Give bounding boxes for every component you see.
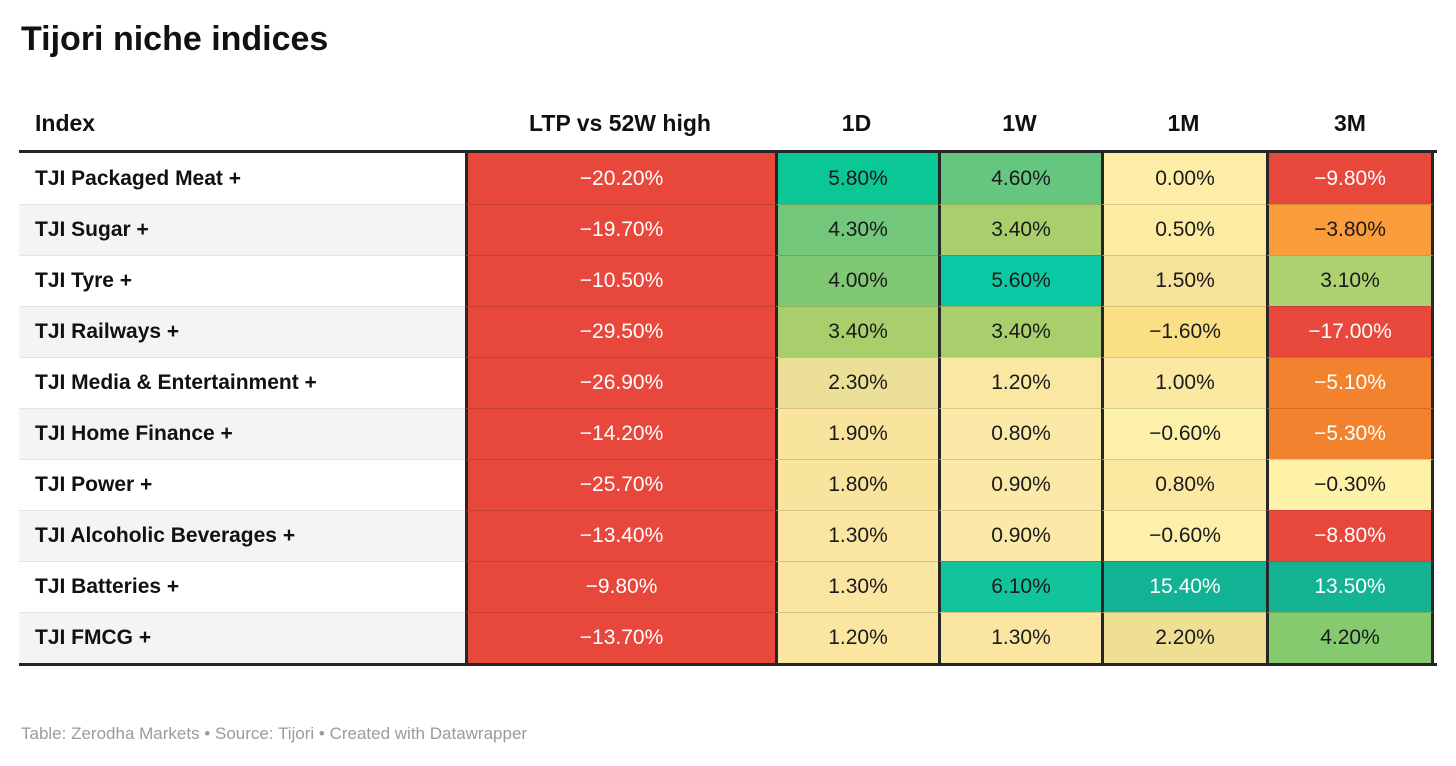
index-name-cell[interactable]: TJI Packaged Meat + [19,153,465,204]
index-name-cell[interactable]: TJI Power + [19,459,465,510]
value-cell: 2.30% [775,357,938,408]
value-cell: 1.20% [938,357,1101,408]
page-title: Tijori niche indices [21,20,329,58]
column-header-ltp-vs-52w-high: LTP vs 52W high [529,110,711,136]
value-cell: −5.30% [1266,408,1434,459]
value-cell: 0.80% [938,408,1101,459]
index-name-cell[interactable]: TJI Tyre + [19,255,465,306]
value-cell: 3.40% [938,204,1101,255]
value-cell: 3.40% [775,306,938,357]
value-cell: −9.80% [1266,153,1434,204]
value-cell: −13.40% [465,510,775,561]
value-cell: 1.50% [1101,255,1266,306]
value-cell: −1.60% [1101,306,1266,357]
column-header-1d: 1D [841,110,872,136]
value-cell: 5.80% [775,153,938,204]
table-header-row: Index LTP vs 52W high 1D 1W 1M 3M [19,110,1437,153]
table-row: TJI Home Finance + −14.20% 1.90% 0.80% −0.60… [19,408,1437,459]
value-cell: −29.50% [465,306,775,357]
column-header-1w: 1W [1002,110,1037,136]
column-header-1m: 1M [1167,110,1200,136]
table-row: TJI Media & Entertainment + −26.90% 2.30% 1… [19,357,1437,408]
value-cell: −10.50% [465,255,775,306]
indices-table: Index LTP vs 52W high 1D 1W 1M 3M TJI Pa… [19,110,1437,666]
value-cell: 2.20% [1101,612,1266,663]
index-name-cell[interactable]: TJI Railways + [19,306,465,357]
value-cell: 1.90% [775,408,938,459]
value-cell: −0.60% [1101,408,1266,459]
index-name-cell[interactable]: TJI FMCG + [19,612,465,663]
value-cell: 1.30% [775,510,938,561]
value-cell: 6.10% [938,561,1101,612]
table-row: TJI Tyre + −10.50% 4.00% 5.60% 1.50% 3.10% [19,255,1437,306]
index-name-cell[interactable]: TJI Media & Entertainment + [19,357,465,408]
value-cell: 13.50% [1266,561,1434,612]
value-cell: 0.90% [938,459,1101,510]
value-cell: −0.30% [1266,459,1434,510]
table-row: TJI FMCG + −13.70% 1.20% 1.30% 2.20% 4.20% [19,612,1437,663]
column-header-3m: 3M [1334,110,1366,136]
value-cell: 15.40% [1101,561,1266,612]
table-row: TJI Alcoholic Beverages + −13.40% 1.30% 0.9… [19,510,1437,561]
value-cell: 4.20% [1266,612,1434,663]
value-cell: 1.30% [938,612,1101,663]
value-cell: −26.90% [465,357,775,408]
table-row: TJI Power + −25.70% 1.80% 0.90% 0.80% −0.30% [19,459,1437,510]
table-row: TJI Sugar + −19.70% 4.30% 3.40% 0.50% −3.80% [19,204,1437,255]
value-cell: −14.20% [465,408,775,459]
value-cell: 5.60% [938,255,1101,306]
value-cell: 1.20% [775,612,938,663]
index-name-cell[interactable]: TJI Sugar + [19,204,465,255]
table-row: TJI Batteries + −9.80% 1.30% 6.10% 15.40% 13.… [19,561,1437,612]
value-cell: 1.30% [775,561,938,612]
attribution-footer: Table: Zerodha Markets • Source: Tijori … [21,724,528,743]
value-cell: −19.70% [465,204,775,255]
value-cell: 1.00% [1101,357,1266,408]
value-cell: −17.00% [1266,306,1434,357]
value-cell: 4.60% [938,153,1101,204]
table-row: TJI Packaged Meat + −20.20% 5.80% 4.60% 0.00… [19,153,1437,204]
value-cell: −13.70% [465,612,775,663]
table-body: TJI Packaged Meat + −20.20% 5.80% 4.60% 0.00… [19,153,1437,666]
value-cell: 0.80% [1101,459,1266,510]
value-cell: −25.70% [465,459,775,510]
value-cell: 0.00% [1101,153,1266,204]
value-cell: 4.30% [775,204,938,255]
value-cell: −9.80% [465,561,775,612]
value-cell: 4.00% [775,255,938,306]
value-cell: −8.80% [1266,510,1434,561]
column-header-index: Index [35,110,96,136]
value-cell: 0.50% [1101,204,1266,255]
value-cell: −0.60% [1101,510,1266,561]
value-cell: 0.90% [938,510,1101,561]
value-cell: −3.80% [1266,204,1434,255]
value-cell: 3.40% [938,306,1101,357]
value-cell: 1.80% [775,459,938,510]
index-name-cell[interactable]: TJI Alcoholic Beverages + [19,510,465,561]
value-cell: −5.10% [1266,357,1434,408]
value-cell: −20.20% [465,153,775,204]
index-name-cell[interactable]: TJI Home Finance + [19,408,465,459]
index-name-cell[interactable]: TJI Batteries + [19,561,465,612]
table-row: TJI Railways + −29.50% 3.40% 3.40% −1.60% −17… [19,306,1437,357]
value-cell: 3.10% [1266,255,1434,306]
